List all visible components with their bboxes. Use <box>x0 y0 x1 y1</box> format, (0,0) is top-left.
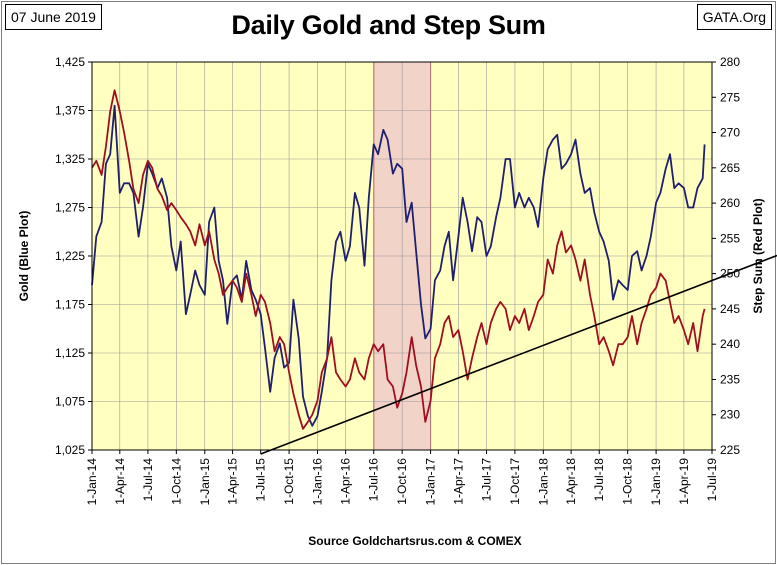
y-right-tick-label: 225 <box>720 443 740 457</box>
y-left-tick-label: 1,225 <box>55 249 85 263</box>
x-tick-label: 1-Oct-16 <box>395 458 409 505</box>
source-tag: GATA.Org <box>696 4 772 30</box>
y-left-tick-label: 1,325 <box>55 152 85 166</box>
y-left-tick-label: 1,125 <box>55 346 85 360</box>
y-right-tick-label: 250 <box>720 267 740 281</box>
y-right-tick-label: 240 <box>720 337 740 351</box>
source-credit: Source Goldchartsrus.com & COMEX <box>308 534 522 548</box>
x-tick-label: 1-Oct-14 <box>169 458 183 505</box>
date-label: 07 June 2019 <box>5 4 102 30</box>
y-left-tick-label: 1,375 <box>55 104 85 118</box>
chart-title: Daily Gold and Step Sum <box>231 10 546 40</box>
x-tick-label: 1-Jan-14 <box>85 458 99 506</box>
x-tick-label: 1-Apr-14 <box>113 458 127 505</box>
x-tick-label: 1-Apr-17 <box>451 458 465 505</box>
x-tick-label: 1-Jan-16 <box>311 458 325 506</box>
x-tick-label: 1-Jan-19 <box>649 458 663 506</box>
x-tick-label: 1-Jan-15 <box>198 458 212 506</box>
x-tick-label: 1-Jul-17 <box>479 458 493 502</box>
x-tick-label: 1-Jul-14 <box>141 458 155 502</box>
x-tick-label: 1-Apr-19 <box>677 458 691 505</box>
x-tick-label: 1-Jul-16 <box>367 458 381 502</box>
x-tick-label: 1-Jan-18 <box>536 458 550 506</box>
x-tick-label: 1-Oct-17 <box>508 458 522 505</box>
y-right-tick-label: 270 <box>720 126 740 140</box>
y-right-tick-label: 235 <box>720 372 740 386</box>
y-right-tick-label: 255 <box>720 231 740 245</box>
y-left-tick-label: 1,175 <box>55 298 85 312</box>
x-tick-label: 1-Jul-15 <box>254 458 268 502</box>
y-right-tick-label: 245 <box>720 302 740 316</box>
trend-line <box>260 254 777 455</box>
gold-price-line <box>91 104 706 427</box>
y-left-tick-label: 1,075 <box>55 395 85 409</box>
x-tick-label: 1-Jul-18 <box>592 458 606 502</box>
x-tick-label: 1-Jul-19 <box>705 458 719 502</box>
x-tick-label: 1-Oct-15 <box>282 458 296 505</box>
y-right-tick-label: 275 <box>720 90 740 104</box>
x-tick-label: 1-Oct-18 <box>621 458 635 505</box>
y-axis-left-title: Gold (Blue Plot) <box>17 211 31 302</box>
y-axis-right-title: Step Sum (Red Plot) <box>751 198 765 313</box>
y-left-tick-label: 1,425 <box>55 55 85 69</box>
y-right-tick-label: 260 <box>720 196 740 210</box>
y-right-tick-label: 230 <box>720 408 740 422</box>
y-left-tick-label: 1,025 <box>55 443 85 457</box>
x-tick-label: 1-Apr-15 <box>226 458 240 505</box>
y-right-tick-label: 265 <box>720 161 740 175</box>
y-left-tick-label: 1,275 <box>55 201 85 215</box>
x-tick-label: 1-Apr-18 <box>564 458 578 505</box>
y-right-tick-label: 280 <box>720 55 740 69</box>
x-tick-label: 1-Apr-16 <box>339 458 353 505</box>
x-tick-label: 1-Jan-17 <box>424 458 438 506</box>
